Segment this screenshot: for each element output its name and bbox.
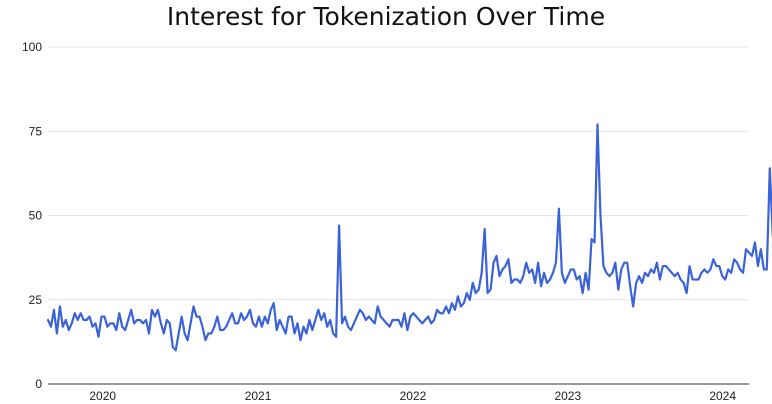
y-tick-label: 100 <box>22 40 42 54</box>
x-tick-label: 2020 <box>89 389 116 403</box>
x-axis: 2020 2021 2022 2023 2024 <box>48 383 749 403</box>
x-tick-label: 2024 <box>709 389 736 403</box>
gridlines <box>48 46 749 301</box>
y-tick-label: 75 <box>29 124 43 138</box>
x-tick-label: 2022 <box>400 389 427 403</box>
chart-title: Interest for Tokenization Over Time <box>166 2 606 31</box>
y-tick-label: 25 <box>29 293 43 307</box>
series-layer <box>46 123 772 352</box>
y-tick-label: 0 <box>35 377 42 391</box>
x-tick-label: 2021 <box>245 389 272 403</box>
x-tick-label: 2023 <box>554 389 581 403</box>
y-tick-label: 50 <box>29 209 43 223</box>
series-line <box>46 123 772 352</box>
y-axis: 0 25 50 75 100 <box>22 40 42 391</box>
